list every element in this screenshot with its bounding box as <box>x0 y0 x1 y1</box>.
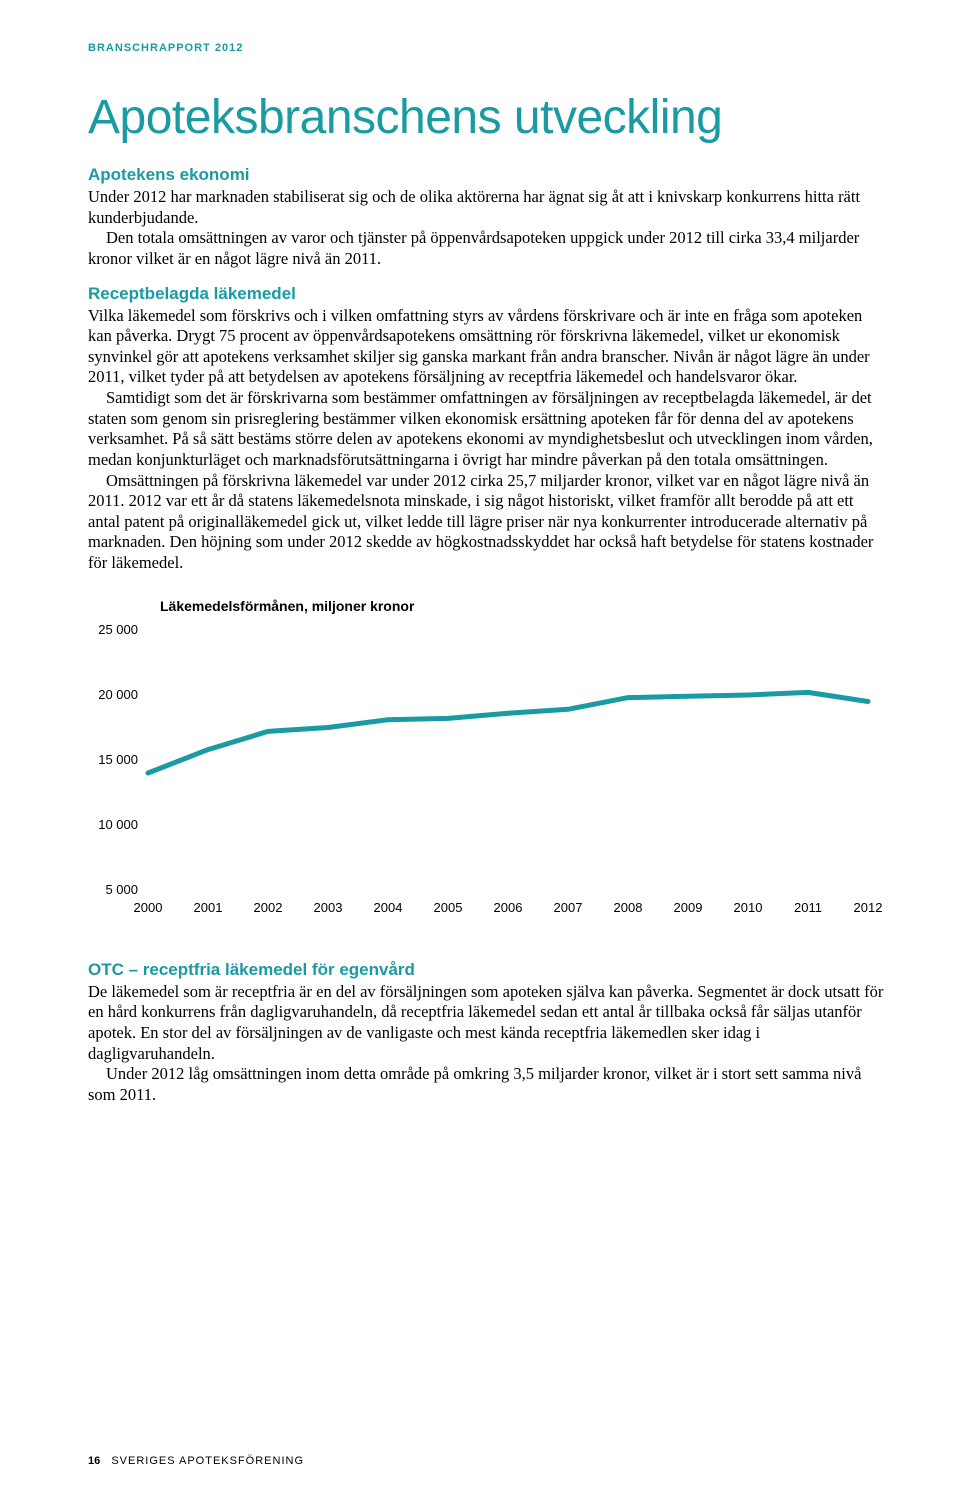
body-paragraph: De läkemedel som är receptfria är en del… <box>88 982 888 1065</box>
section-heading: OTC – receptfria läkemedel för egenvård <box>88 960 888 980</box>
body-paragraph: Vilka läkemedel som förskrivs och i vilk… <box>88 306 888 389</box>
svg-text:2001: 2001 <box>194 900 223 915</box>
body-paragraph: Under 2012 har marknaden stabiliserat si… <box>88 187 888 228</box>
page-title: Apoteksbranschens utveckling <box>88 90 888 145</box>
svg-text:2005: 2005 <box>434 900 463 915</box>
svg-text:2007: 2007 <box>554 900 583 915</box>
body-paragraph: Samtidigt som det är förskrivarna som be… <box>88 388 888 471</box>
svg-text:2011: 2011 <box>794 900 822 915</box>
publication-name: SVERIGES APOTEKSFÖRENING <box>111 1455 304 1467</box>
section-heading: Receptbelagda läkemedel <box>88 284 888 304</box>
svg-text:5 000: 5 000 <box>105 882 138 897</box>
svg-text:2003: 2003 <box>314 900 343 915</box>
body-paragraph: Omsättningen på förskrivna läkemedel var… <box>88 471 888 574</box>
svg-text:2009: 2009 <box>674 900 703 915</box>
section-otc: OTC – receptfria läkemedel för egenvård … <box>88 960 888 1106</box>
section-heading: Apotekens ekonomi <box>88 165 888 185</box>
chart-title: Läkemedelsförmånen, miljoner kronor <box>160 598 888 614</box>
svg-text:2008: 2008 <box>614 900 643 915</box>
svg-text:2012: 2012 <box>854 900 883 915</box>
svg-text:2010: 2010 <box>734 900 763 915</box>
svg-text:2006: 2006 <box>494 900 523 915</box>
svg-text:2000: 2000 <box>134 900 163 915</box>
svg-text:10 000: 10 000 <box>98 817 138 832</box>
svg-text:20 000: 20 000 <box>98 687 138 702</box>
section-receptbelagda: Receptbelagda läkemedel Vilka läkemedel … <box>88 284 888 574</box>
body-paragraph: Den totala omsättningen av varor och tjä… <box>88 228 888 269</box>
line-chart: Läkemedelsförmånen, miljoner kronor 5 00… <box>88 598 888 920</box>
chart-svg: 5 000 10 000 15 000 20 000 25 000 2000 2001 200… <box>88 620 888 920</box>
svg-text:2004: 2004 <box>374 900 403 915</box>
page-number: 16 <box>88 1455 100 1467</box>
svg-text:25 000: 25 000 <box>98 622 138 637</box>
svg-text:15 000: 15 000 <box>98 752 138 767</box>
body-paragraph: Under 2012 låg omsättningen inom detta o… <box>88 1064 888 1105</box>
section-apotekens-ekonomi: Apotekens ekonomi Under 2012 har marknad… <box>88 165 888 270</box>
svg-text:2002: 2002 <box>254 900 283 915</box>
page-footer: 16 SVERIGES APOTEKSFÖRENING <box>88 1455 304 1467</box>
header-tag: BRANSCHRAPPORT 2012 <box>88 42 888 54</box>
